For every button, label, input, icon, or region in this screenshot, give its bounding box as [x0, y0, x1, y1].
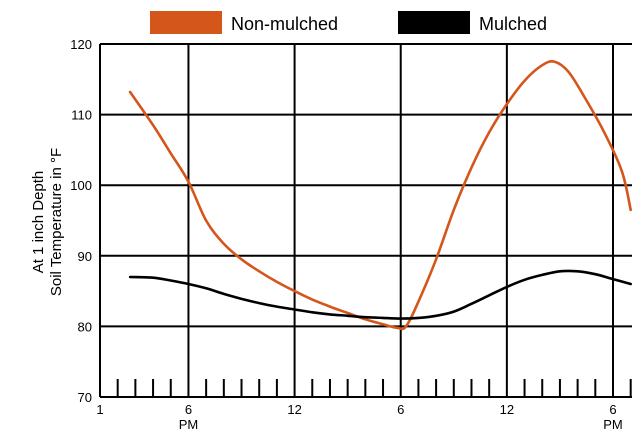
- x-tick-label-2: 12: [287, 402, 301, 417]
- x-tick-sublabel-5: PM: [603, 417, 623, 432]
- minor-ticks: [116, 379, 632, 397]
- grid-lines: [99, 43, 632, 398]
- x-tick-label-5: 6: [609, 402, 616, 417]
- legend-label-mulched: Mulched: [479, 14, 547, 34]
- series-line-non-mulched: [128, 59, 632, 331]
- y-axis-title-line-2: Soil Temperature in °F: [48, 148, 65, 296]
- series-line-mulched: [128, 269, 632, 320]
- y-tick-label-110: 110: [71, 108, 92, 123]
- x-tick-label-3: 6: [397, 402, 404, 417]
- y-tick-label-90: 90: [78, 249, 92, 264]
- legend-label-non-mulched: Non-mulched: [231, 14, 338, 34]
- y-tick-labels: 70 80 90 100 110 120: [70, 37, 92, 405]
- x-tick-label-1: 6: [185, 402, 192, 417]
- legend-swatch-mulched: [398, 11, 470, 34]
- y-tick-label-80: 80: [78, 319, 92, 334]
- legend: Non-mulched Mulched: [150, 11, 547, 34]
- series-layer: [128, 59, 632, 331]
- y-tick-label-100: 100: [70, 178, 92, 193]
- y-tick-label-70: 70: [78, 390, 92, 405]
- legend-swatch-non-mulched: [150, 11, 222, 34]
- x-tick-label-0: 1: [96, 402, 103, 417]
- x-tick-sublabel-1: PM: [179, 417, 199, 432]
- y-tick-label-120: 120: [70, 37, 92, 52]
- x-tick-label-4: 12: [500, 402, 514, 417]
- y-axis-title-line-1: At 1 inch Depth: [30, 171, 47, 274]
